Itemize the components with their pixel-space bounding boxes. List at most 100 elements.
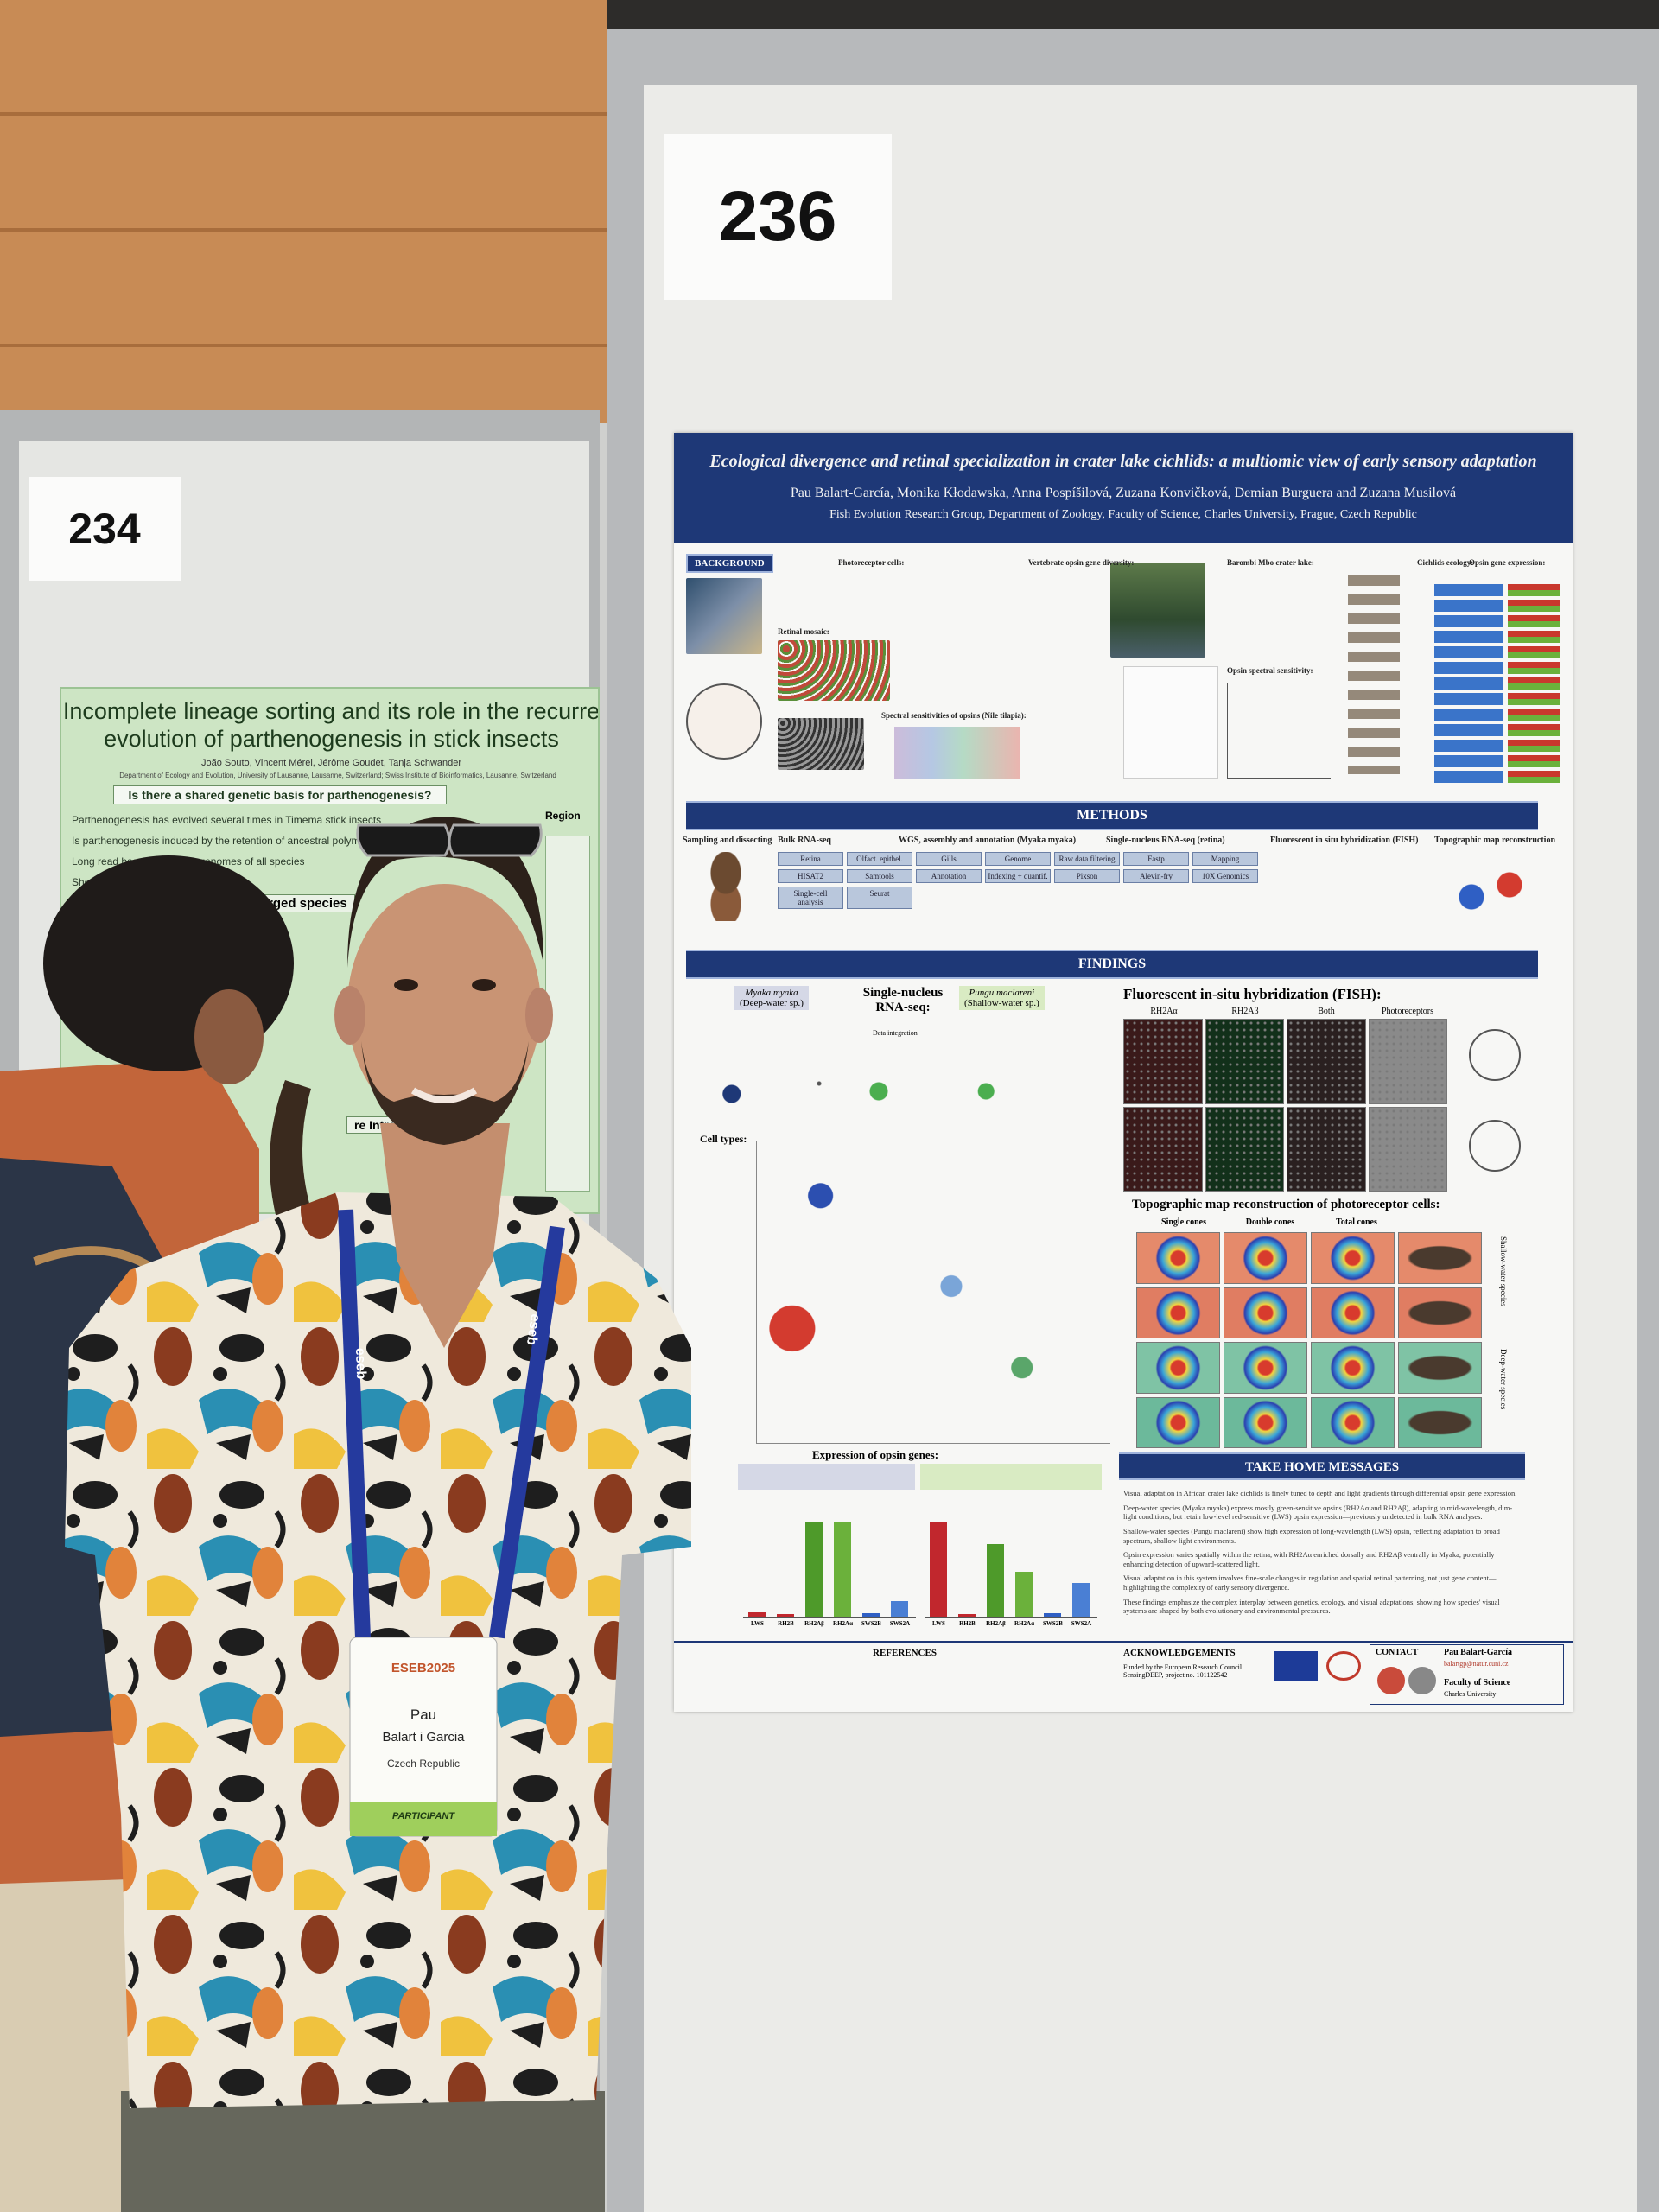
poster-title: Incomplete lineage sorting and its role … (61, 697, 598, 753)
retina-map (1311, 1287, 1395, 1338)
pants (121, 2091, 605, 2212)
heading: Expression of opsin genes: (812, 1448, 939, 1461)
side-label: Deep-water species (1499, 1349, 1508, 1410)
eye-icon (1469, 1120, 1521, 1172)
species-name: Pungu maclareni (969, 988, 1035, 998)
fish-column (1348, 575, 1400, 774)
fish-photo (686, 578, 762, 654)
affiliation: Fish Evolution Research Group, Departmen… (830, 508, 1417, 521)
image-grid (1123, 1019, 1447, 1192)
retina-map (1224, 1342, 1307, 1394)
column-label: Total cones (1336, 1217, 1377, 1227)
expression-bars (1434, 584, 1503, 783)
workflow: Retina Olfact. epithel. Gills Genome Raw dat… (778, 852, 1296, 930)
micrograph (1205, 1106, 1284, 1192)
bar-shape (834, 1521, 851, 1617)
heading: Topographic map reconstruction of photor… (1132, 1198, 1440, 1211)
funding: Funded by the European Research Council … (1123, 1663, 1243, 1679)
lanyard-text: eseb (353, 1348, 368, 1380)
method-box: 10X Genomics (1192, 869, 1258, 883)
retina-map (1136, 1287, 1220, 1338)
eye-icon (1469, 1029, 1521, 1081)
column-label: RH2Aβ (1231, 1007, 1259, 1016)
fish-icons (691, 852, 760, 921)
species-label: Pungu maclareni (Shallow-water sp.) (959, 986, 1045, 1010)
micrograph (1123, 1019, 1203, 1104)
retina-map (1311, 1396, 1395, 1448)
eye (394, 979, 418, 991)
bar-shape (1044, 1613, 1061, 1617)
last-name: Balart i Garcia (382, 1730, 465, 1745)
faculty: Faculty of Science (1444, 1678, 1511, 1688)
retina-map (1311, 1342, 1395, 1394)
event-name: ESEB2025 (391, 1661, 455, 1675)
name: Pau Balart-García (1444, 1648, 1512, 1657)
message: Opsin expression varies spatially within… (1123, 1550, 1495, 1568)
board-number: 234 (29, 477, 181, 581)
gene-label: RH2Aβ (986, 1620, 1006, 1627)
heading: Opsin gene expression: (1469, 558, 1546, 567)
eu-flag (1274, 1651, 1318, 1681)
retina-map (1136, 1232, 1220, 1284)
method-box: Pixson (1054, 869, 1120, 883)
heading: Sampling and dissecting (683, 836, 772, 845)
gene-label: SWS2A (889, 1620, 911, 1627)
method-box: Fastp (1123, 852, 1189, 866)
face (347, 884, 541, 1129)
micrograph (1368, 1106, 1447, 1192)
bar-shape (891, 1600, 908, 1617)
heading: Vertebrate opsin gene diversity: (1028, 558, 1135, 567)
gene-label: SWS2A (1071, 1620, 1092, 1627)
section-bar: FINDINGS (686, 950, 1538, 979)
micrograph (1123, 1106, 1203, 1192)
method-box: Olfact. epithel. (847, 852, 912, 866)
heading: Cell types: (700, 1133, 747, 1145)
bar-shape (930, 1521, 947, 1617)
fish-photo (1398, 1396, 1482, 1448)
bar-shape (862, 1613, 880, 1617)
species-name: Myaka myaka (745, 988, 798, 998)
beard (361, 1041, 529, 1145)
method-box: Retina (778, 852, 843, 866)
method-box: Samtools (847, 869, 912, 883)
method-box: HISAT2 (778, 869, 843, 883)
umap (700, 1068, 1097, 1120)
map-grid (1136, 1232, 1482, 1448)
smile (410, 1087, 478, 1103)
badge-band (350, 1802, 497, 1836)
gene-label: RH2B (959, 1620, 976, 1627)
logo (1377, 1667, 1405, 1694)
spectrum (894, 727, 1020, 779)
retina-map (1224, 1396, 1307, 1448)
heading: Fluorescent in situ hybridization (FISH) (1270, 836, 1419, 845)
message: These findings emphasize the complex int… (1123, 1597, 1500, 1616)
bar-shape (958, 1614, 976, 1617)
section-bar: METHODS (686, 801, 1538, 830)
text-line: Parthenogenesis has evolved several time… (72, 814, 382, 826)
retina-map (1224, 1232, 1307, 1284)
heading: Topographic map reconstruction (1434, 836, 1556, 845)
method-box: Raw data filtering (1054, 852, 1120, 866)
question: Is there a shared genetic basis for part… (113, 785, 447, 804)
poster-header: Ecological divergence and retinal specia… (674, 433, 1573, 543)
text-line: Is parthenogenesis induced by the retent… (72, 835, 375, 847)
ear (194, 989, 264, 1084)
bar-shape (1072, 1583, 1090, 1617)
method-box: Gills (916, 852, 982, 866)
heading: Spectral sensitivities of opsins (Nile t… (881, 711, 1027, 720)
poster-title: Ecological divergence and retinal specia… (709, 452, 1537, 471)
gene-label: SWS2B (861, 1620, 881, 1627)
method-box: Alevin-fry (1123, 869, 1189, 883)
axis (925, 1617, 1097, 1618)
lanyard (489, 1225, 565, 1639)
species-note: (Deep-water sp.) (740, 998, 804, 1008)
method-box: Annotation (916, 869, 982, 883)
role: PARTICIPANT (392, 1811, 455, 1821)
bar-shape (805, 1521, 823, 1617)
column-label: Both (1318, 1007, 1335, 1016)
contact-box: CONTACT Pau Balart-García balartgp@natur… (1370, 1644, 1564, 1705)
header-band (920, 1464, 1102, 1490)
hair-tail (270, 1080, 311, 1218)
gene-label: RH2Aβ (804, 1620, 824, 1627)
